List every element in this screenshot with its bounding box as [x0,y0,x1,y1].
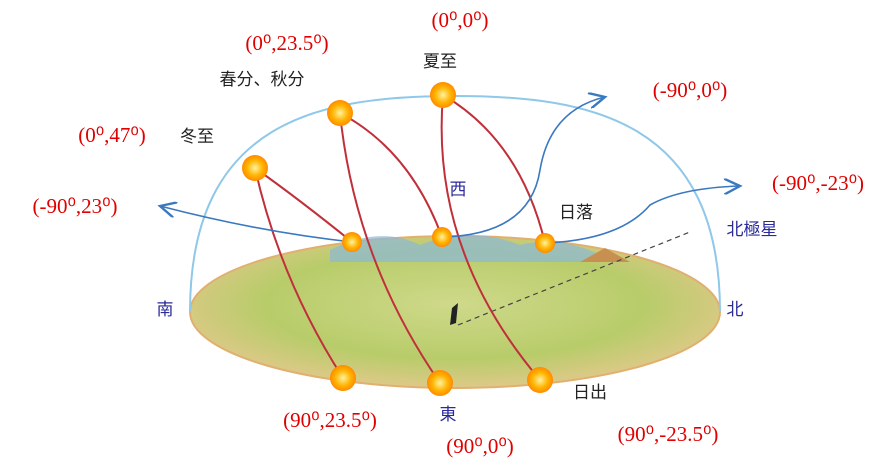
coord-label: (-90⁰,23⁰) [32,194,117,218]
coord-label: (-90⁰,-23⁰) [772,171,864,195]
coord-label: (0⁰,0⁰) [431,8,488,32]
season-label: 冬至 [180,127,214,147]
arrows [160,97,740,244]
polaris-line [457,231,691,326]
event-label: 日落 [559,203,593,223]
direction-label: 西 [450,180,467,200]
event-label: 日出 [573,383,607,403]
hills [330,235,600,262]
direction-label: 東 [440,405,457,425]
season-label: 夏至 [423,52,457,72]
house [580,248,630,262]
coord-label: (0⁰,47⁰) [78,123,146,147]
suns [242,82,555,396]
observer [450,303,458,325]
season-label: 春分、秋分 [220,70,305,90]
direction-label: 北極星 [727,220,778,240]
coord-label: (-90⁰,0⁰) [653,78,728,102]
sun-paths [254,94,546,384]
coord-label: (90⁰,-23.5⁰) [618,422,719,446]
direction-label: 北 [727,300,744,320]
coord-label: (0⁰,23.5⁰) [245,31,328,55]
direction-label: 南 [157,300,174,320]
coord-label: (90⁰,23.5⁰) [283,408,377,432]
coord-label: (90⁰,0⁰) [446,434,514,458]
